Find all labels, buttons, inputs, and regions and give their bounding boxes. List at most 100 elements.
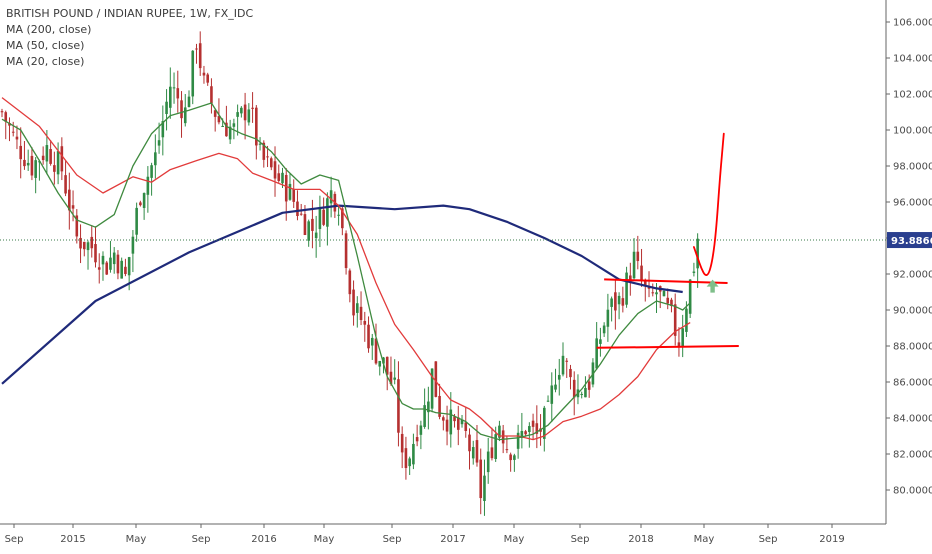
candle-down: [206, 74, 209, 83]
candle-down: [322, 209, 325, 225]
x-tick-label: Sep: [571, 534, 590, 545]
x-tick-label: 2019: [819, 534, 844, 545]
candle-up: [221, 125, 224, 127]
candle-down: [210, 86, 213, 104]
candle-down: [198, 43, 202, 69]
candle-up: [520, 430, 524, 438]
candle-up: [543, 407, 546, 439]
candle-up: [26, 162, 30, 166]
candle-down: [442, 417, 445, 421]
candle-up: [228, 126, 232, 140]
candle-up: [486, 451, 490, 473]
candle-down: [636, 251, 640, 262]
candle-up: [281, 172, 284, 184]
legend-ma200: MA (200, close): [6, 23, 92, 36]
candle-down: [438, 395, 441, 417]
candle-up: [101, 255, 105, 265]
candle-down: [296, 201, 299, 217]
candle-down: [303, 214, 307, 235]
y-tick-label: 84.0000: [893, 414, 932, 425]
ma20-line: [1, 102, 691, 441]
y-tick-label: 102.0000: [893, 90, 932, 101]
candle-up: [685, 308, 688, 332]
candle-down: [30, 155, 34, 176]
y-tick-label: 86.0000: [893, 378, 932, 389]
candle-down: [71, 205, 75, 209]
candle-down: [614, 292, 617, 311]
candle-down: [41, 155, 45, 161]
candle-up: [528, 426, 531, 433]
candle-down: [23, 159, 26, 167]
candle-down: [64, 175, 67, 194]
candle-up: [165, 101, 168, 115]
candle-down: [82, 241, 86, 250]
candle-down: [651, 292, 655, 294]
candle-down: [453, 416, 456, 422]
candle-down: [643, 280, 647, 287]
candle-up: [557, 374, 561, 380]
y-tick-label: 100.0000: [893, 126, 932, 137]
candle-up: [135, 207, 138, 235]
y-tick-label: 92.0000: [893, 270, 932, 281]
candle-down: [217, 116, 221, 123]
support-line: [596, 345, 739, 349]
y-tick-label: 106.0000: [893, 18, 932, 29]
candle-down: [434, 361, 438, 397]
candle-down: [15, 136, 19, 140]
candle-down: [647, 287, 651, 289]
candle-down: [569, 368, 572, 378]
ma200-line: [1, 204, 683, 385]
candle-down: [501, 430, 505, 444]
y-tick-label: 82.0000: [893, 450, 932, 461]
candle-up: [513, 455, 516, 460]
candle-up: [546, 400, 550, 402]
candle-down: [180, 100, 183, 119]
candle-down: [269, 158, 273, 168]
candle-down: [4, 112, 8, 122]
candle-up: [427, 401, 430, 413]
y-tick-label: 104.0000: [893, 54, 932, 65]
x-tick-label: Sep: [5, 534, 24, 545]
candle-up: [183, 107, 187, 124]
candle-up: [692, 271, 696, 273]
candle-down: [572, 379, 576, 398]
candle-up: [602, 325, 606, 334]
candle-down: [344, 233, 348, 269]
candle-up: [595, 338, 598, 369]
candle-up: [232, 123, 236, 127]
candle-down: [400, 433, 404, 453]
candle-up: [112, 252, 116, 265]
candle-up: [606, 309, 610, 327]
candle-down: [299, 213, 303, 215]
candle-up: [378, 360, 382, 367]
x-tick-label: May: [126, 534, 147, 545]
candle-down: [535, 423, 539, 434]
current-price-label: 93.8866: [891, 236, 932, 247]
candle-down: [90, 236, 94, 249]
legend-ma20: MA (20, close): [6, 55, 85, 68]
candle-up: [460, 419, 464, 425]
candle-down: [509, 454, 512, 461]
candle-down: [456, 417, 460, 430]
projection-curve: [693, 132, 725, 276]
up-arrow-icon: [706, 279, 719, 293]
candle-up: [662, 290, 666, 297]
candle-down: [629, 275, 632, 282]
candle-down: [673, 304, 677, 336]
candle-up: [236, 112, 239, 117]
candle-up: [356, 303, 359, 313]
candle-up: [314, 232, 318, 239]
candle-down: [367, 324, 370, 349]
candle-up: [419, 425, 423, 435]
candle-down: [19, 145, 22, 160]
candle-up: [632, 251, 636, 279]
candle-up: [161, 121, 165, 138]
x-tick-label: May: [314, 534, 335, 545]
x-tick-label: Sep: [759, 534, 778, 545]
candle-down: [49, 149, 52, 164]
candle-up: [150, 165, 153, 178]
candle-down: [116, 254, 120, 274]
candle-down: [11, 131, 15, 133]
candle-up: [45, 145, 49, 162]
